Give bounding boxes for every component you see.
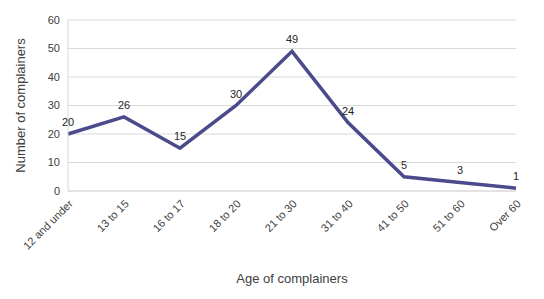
svg-text:18 to 20: 18 to 20 (206, 197, 243, 234)
svg-text:10: 10 (48, 156, 60, 168)
svg-text:Age of complainers: Age of complainers (236, 271, 348, 286)
svg-text:24: 24 (342, 105, 354, 117)
svg-text:13 to 15: 13 to 15 (94, 197, 131, 234)
svg-text:Over 60: Over 60 (487, 197, 523, 233)
svg-text:50: 50 (48, 42, 60, 54)
svg-text:Number of complainers: Number of complainers (13, 38, 28, 173)
svg-text:0: 0 (54, 185, 60, 197)
svg-text:3: 3 (457, 164, 463, 176)
svg-text:1: 1 (513, 170, 519, 182)
svg-text:49: 49 (286, 33, 298, 45)
svg-text:12 and under: 12 and under (21, 197, 76, 252)
svg-text:40: 40 (48, 71, 60, 83)
svg-text:60: 60 (48, 14, 60, 26)
svg-text:20: 20 (62, 116, 74, 128)
svg-text:51 to 60: 51 to 60 (430, 197, 467, 234)
svg-text:31 to 40: 31 to 40 (318, 197, 355, 234)
svg-text:41 to 50: 41 to 50 (374, 197, 411, 234)
svg-text:21 to 30: 21 to 30 (262, 197, 299, 234)
svg-text:16 to 17: 16 to 17 (150, 197, 187, 234)
svg-text:15: 15 (174, 130, 186, 142)
svg-text:5: 5 (401, 159, 407, 171)
svg-text:30: 30 (230, 88, 242, 100)
svg-text:30: 30 (48, 99, 60, 111)
svg-text:26: 26 (118, 99, 130, 111)
svg-text:20: 20 (48, 128, 60, 140)
